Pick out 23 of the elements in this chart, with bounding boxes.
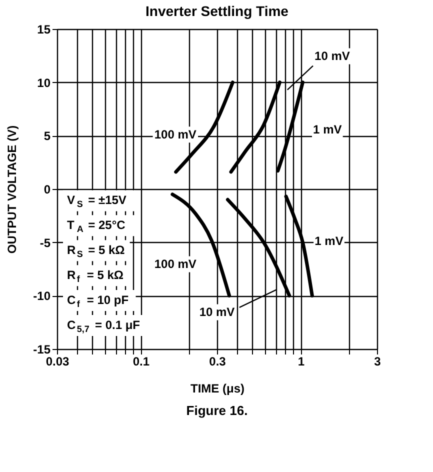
x-axis-title: TIME (μs) <box>190 382 245 396</box>
y-tick-label: 10 <box>37 76 51 90</box>
x-tick-label: 1 <box>298 354 305 368</box>
annotation: 100 mV <box>154 128 196 142</box>
y-tick-label: -10 <box>33 289 51 304</box>
y-axis-title: OUTPUT VOLTAGE (V) <box>5 125 20 254</box>
annotation: TA = 25°C <box>67 218 126 234</box>
y-tick-label: -5 <box>40 236 51 250</box>
annotation: 100 mV <box>154 257 196 272</box>
y-tick-label: 5 <box>44 129 51 144</box>
x-tick-label: 3 <box>374 354 382 368</box>
annotation: 1 mV <box>313 122 342 136</box>
x-tick-label: 0.03 <box>46 354 70 368</box>
caption: Figure 16. <box>186 403 248 418</box>
annotation: 10 mV <box>199 305 235 320</box>
x-tick-label: 0.3 <box>209 354 226 368</box>
x-tick-label: 0.1 <box>132 354 150 368</box>
annotation: 10 mV <box>314 49 350 64</box>
chart-title: Inverter Settling Time <box>146 3 289 19</box>
y-tick-label: 15 <box>37 22 51 36</box>
annotation: 1 mV <box>314 234 344 248</box>
y-tick-label: -15 <box>33 342 51 356</box>
y-tick-label: 0 <box>44 182 51 196</box>
